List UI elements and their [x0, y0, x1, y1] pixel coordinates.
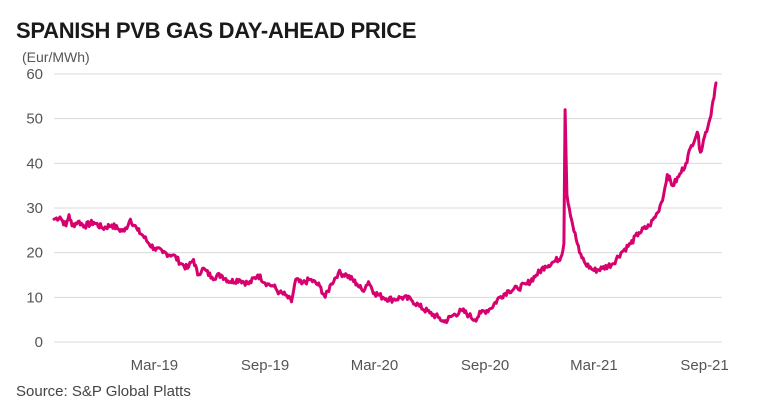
y-axis-unit-label: (Eur/MWh) — [22, 49, 90, 65]
source-note: Source: S&P Global Platts — [16, 383, 191, 400]
x-axis-ticks: Mar-19 Sep-19 Mar-20 Sep-20 Mar-21 Sep-21 — [131, 357, 729, 374]
y-tick-label: 20 — [26, 245, 43, 262]
y-tick-label: 40 — [26, 155, 43, 172]
y-axis-ticks: 0 10 20 30 40 50 60 — [26, 66, 43, 351]
x-tick-label: Mar-20 — [351, 357, 399, 374]
price-series-line — [52, 81, 718, 325]
x-tick-label: Sep-19 — [241, 357, 289, 374]
x-tick-label: Mar-19 — [131, 357, 179, 374]
x-tick-label: Sep-20 — [461, 357, 509, 374]
y-tick-label: 50 — [26, 111, 43, 128]
y-tick-label: 30 — [26, 200, 43, 217]
x-tick-label: Sep-21 — [680, 357, 728, 374]
y-tick-label: 60 — [26, 66, 43, 83]
y-tick-label: 0 — [35, 334, 43, 351]
y-tick-label: 10 — [26, 289, 43, 306]
x-tick-label: Mar-21 — [570, 357, 618, 374]
chart-title: SPANISH PVB GAS DAY-AHEAD PRICE — [16, 18, 417, 43]
gridlines — [54, 73, 722, 343]
